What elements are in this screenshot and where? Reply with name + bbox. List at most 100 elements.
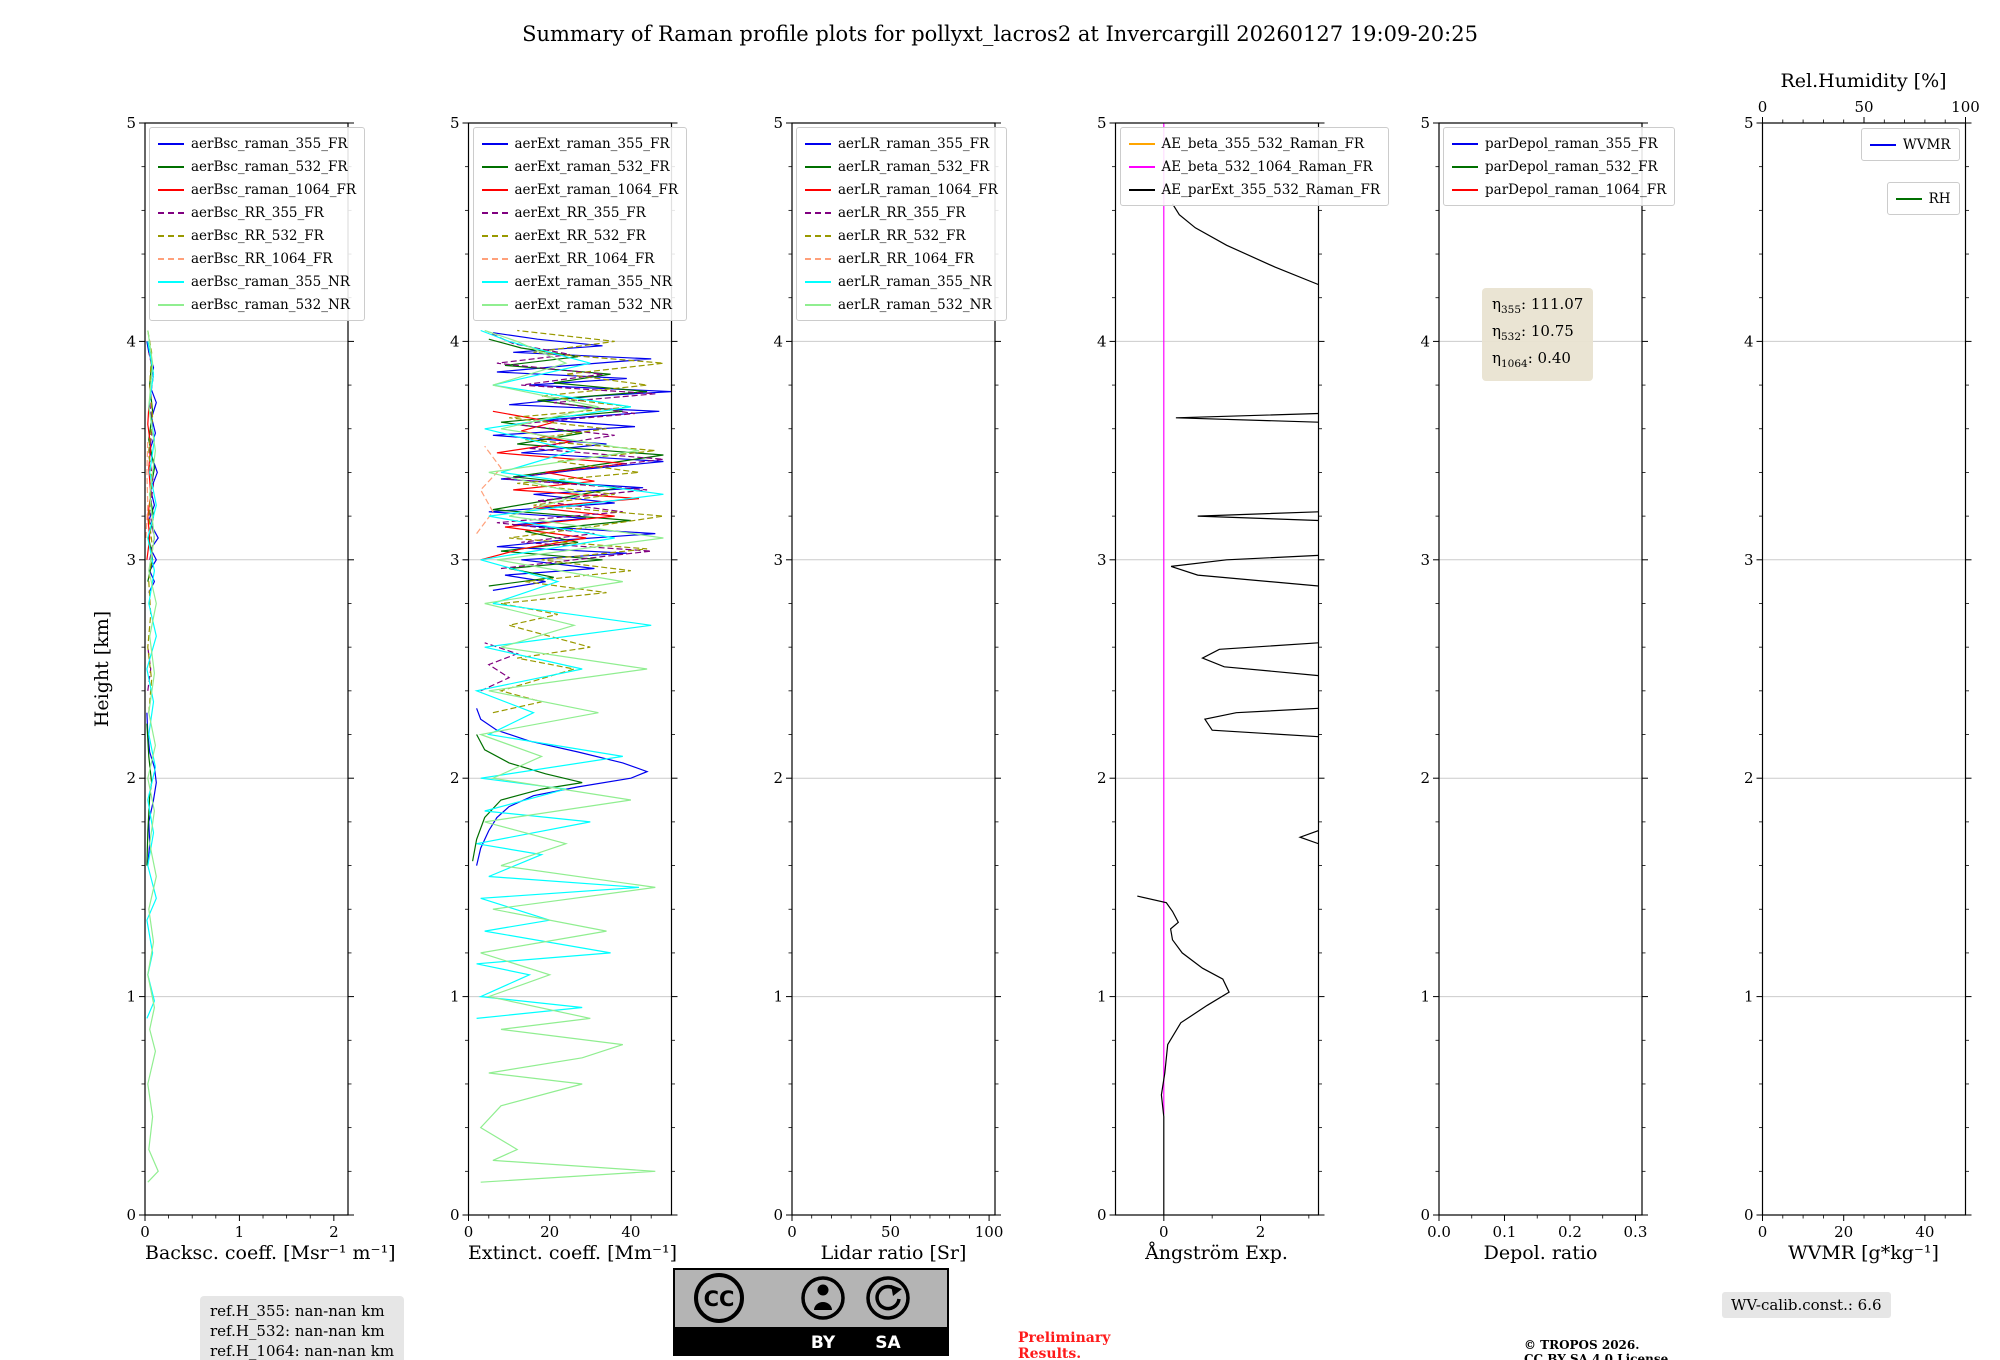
legend-item: AE_parExt_355_532_Raman_FR: [1128, 178, 1381, 201]
legend-item: parDepol_raman_532_FR: [1452, 155, 1666, 178]
svg-text:50: 50: [881, 1223, 900, 1241]
legend-line-swatch: [158, 234, 184, 237]
legend-item: AE_beta_532_1064_Raman_FR: [1128, 155, 1381, 178]
legend-line-swatch: [1128, 142, 1155, 145]
svg-text:0: 0: [450, 1206, 460, 1224]
legend-item: aerBsc_raman_355_FR: [158, 132, 356, 155]
cc-by-label: BY: [811, 1333, 836, 1353]
cc-license-badge: CC BY SA: [673, 1268, 949, 1356]
legend-item: aerExt_raman_1064_FR: [481, 178, 679, 201]
svg-text:5: 5: [1744, 114, 1754, 132]
legend-label: aerExt_RR_355_FR: [514, 204, 646, 221]
legend-item: aerExt_RR_532_FR: [481, 224, 679, 247]
svg-text:5: 5: [1420, 114, 1430, 132]
legend-item: aerBsc_raman_1064_FR: [158, 178, 356, 201]
legend-item: aerBsc_raman_532_FR: [158, 155, 356, 178]
series-aerExt_raman_532_FR: [472, 338, 664, 862]
legend-line-swatch: [1452, 142, 1478, 145]
svg-text:5: 5: [773, 114, 783, 132]
legend-label: aerExt_raman_532_FR: [514, 158, 670, 175]
legend-line-swatch: [481, 142, 508, 145]
svg-text:3: 3: [1420, 551, 1430, 569]
panel-backscatter: 0 1 2 3 4 5 0 1 2: [126, 114, 354, 1241]
legend-line-swatch: [1128, 165, 1155, 168]
svg-text:1: 1: [450, 988, 460, 1006]
legend-label: aerExt_raman_355_NR: [514, 273, 672, 290]
svg-text:3: 3: [773, 551, 783, 569]
legend-line-swatch: [805, 303, 831, 306]
legend-line-swatch: [481, 234, 508, 237]
legend-item: aerLR_raman_1064_FR: [805, 178, 998, 201]
legend-line-swatch: [1452, 188, 1478, 191]
legend-label: aerExt_raman_1064_FR: [514, 181, 679, 198]
eta-355: η355: 111.07: [1492, 295, 1584, 316]
legend-line-swatch: [481, 280, 508, 283]
svg-text:3: 3: [1744, 551, 1754, 569]
svg-text:2: 2: [1420, 769, 1430, 787]
x-axis-label-backscatter: Backsc. coeff. [Msr⁻¹ m⁻¹]: [145, 1242, 396, 1264]
svg-text:0: 0: [1744, 1206, 1754, 1224]
series-AE_parExt_355_532_Raman_FR: [1137, 203, 1319, 1215]
x-axis-label-wvmr: WVMR [g*kg⁻¹]: [1788, 1242, 1939, 1264]
legend-item: parDepol_raman_1064_FR: [1452, 178, 1666, 201]
legend-line-swatch: [805, 211, 831, 214]
legend-label: WVMR: [1902, 136, 1951, 153]
svg-text:1: 1: [126, 988, 136, 1006]
legend-item: aerExt_RR_1064_FR: [481, 247, 679, 270]
svg-text:0: 0: [1159, 1223, 1169, 1241]
sa-arrow-icon: [866, 1276, 910, 1320]
svg-text:100: 100: [1951, 98, 1980, 116]
svg-text:0: 0: [126, 1206, 136, 1224]
legend-item: aerExt_raman_355_FR: [481, 132, 679, 155]
series-aerBsc_raman_532_NR: [147, 330, 159, 1183]
svg-text:2: 2: [1256, 1223, 1266, 1241]
legend-label: aerExt_raman_355_FR: [514, 135, 670, 152]
svg-text:2: 2: [126, 769, 136, 787]
svg-text:2: 2: [773, 769, 783, 787]
ref-h-532: ref.H_532: nan-nan km: [210, 1322, 385, 1340]
legend-line-swatch: [481, 211, 508, 214]
svg-text:50: 50: [1854, 98, 1873, 116]
svg-text:1: 1: [773, 988, 783, 1006]
legend-line-swatch: [1869, 143, 1896, 146]
legend-line-swatch: [158, 280, 184, 283]
legend-line-swatch: [805, 257, 831, 260]
svg-text:4: 4: [126, 332, 136, 350]
legend-label: parDepol_raman_355_FR: [1485, 135, 1658, 152]
svg-text:0: 0: [1420, 1206, 1430, 1224]
svg-text:1: 1: [235, 1223, 245, 1241]
svg-text:4: 4: [1420, 332, 1430, 350]
legend-label: aerExt_RR_532_FR: [514, 227, 646, 244]
series-aerExt_RR_1064_FR: [476, 445, 502, 534]
legend-line-swatch: [805, 188, 831, 191]
legend-label: aerLR_RR_532_FR: [838, 227, 966, 244]
legend-label: aerLR_raman_532_NR: [838, 296, 992, 313]
svg-text:5: 5: [126, 114, 136, 132]
svg-text:2: 2: [1097, 769, 1107, 787]
svg-text:4: 4: [450, 332, 460, 350]
legend-panel-wvmr-RH: RH: [1886, 182, 1960, 215]
legend-label: aerExt_raman_532_NR: [514, 296, 672, 313]
ref-h-1064: ref.H_1064: nan-nan km: [210, 1342, 395, 1360]
svg-text:0.0: 0.0: [1427, 1223, 1451, 1241]
legend-line-swatch: [158, 211, 184, 214]
legend-item: aerExt_raman_532_NR: [481, 293, 679, 316]
cc-sa-label: SA: [875, 1333, 901, 1353]
legend-label: aerLR_raman_1064_FR: [838, 181, 998, 198]
legend-line-swatch: [1128, 188, 1155, 191]
legend-label: AE_parExt_355_532_Raman_FR: [1161, 181, 1381, 198]
figure-title: Summary of Raman profile plots for polly…: [522, 22, 1478, 46]
x-axis-label-extinction: Extinct. coeff. [Mm⁻¹]: [468, 1242, 678, 1264]
legend-label: AE_beta_532_1064_Raman_FR: [1161, 158, 1373, 175]
svg-text:CC: CC: [704, 1287, 735, 1311]
svg-text:1: 1: [1744, 988, 1754, 1006]
svg-text:5: 5: [450, 114, 460, 132]
legend-line-swatch: [1452, 165, 1478, 168]
svg-text:3: 3: [1097, 551, 1107, 569]
legend-item: WVMR: [1869, 133, 1951, 156]
legend-label: aerExt_RR_1064_FR: [514, 250, 655, 267]
legend-label: AE_beta_355_532_Raman_FR: [1161, 135, 1365, 152]
